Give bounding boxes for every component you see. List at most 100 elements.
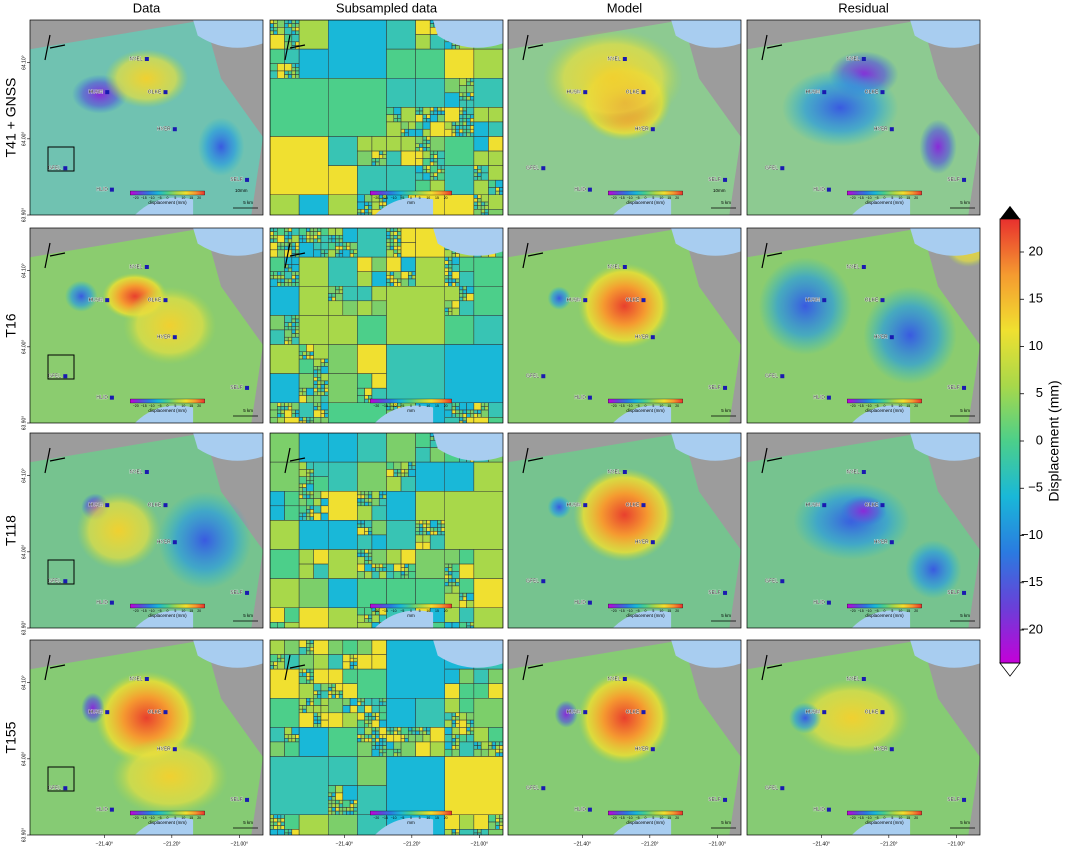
- quadtree-cell: [364, 552, 369, 558]
- station-marker: [541, 374, 546, 379]
- inset-tick-label: −10: [627, 816, 633, 820]
- quadtree-cell: [273, 271, 278, 276]
- quadtree-cell: [485, 220, 489, 224]
- quadtree-cell: [273, 27, 278, 32]
- colorbar-tick-label: 5: [1036, 385, 1043, 400]
- quadtree-cell: [459, 125, 464, 130]
- inset-tick-label: 5: [174, 816, 176, 820]
- quadtree-cell: [309, 476, 314, 481]
- quadtree-cell: [412, 217, 416, 221]
- panel-content: [270, 433, 503, 628]
- quadtree-cell: [466, 125, 471, 130]
- quadtree-cell: [488, 402, 503, 418]
- quadtree-cell: [273, 821, 278, 826]
- quadtree-cell: [342, 661, 351, 670]
- quadtree-cell: [328, 242, 336, 251]
- quadtree-cell: [473, 194, 478, 199]
- quadtree-cell: [466, 286, 475, 294]
- quadtree-cell: [306, 428, 310, 432]
- inset-tick-label: 5: [652, 196, 654, 200]
- station-label: SELF: [947, 177, 960, 183]
- quadtree-cell: [349, 657, 354, 663]
- quadtree-cell: [437, 165, 442, 170]
- inset-label: displacement (mm): [865, 200, 904, 205]
- deformation-blob: [793, 679, 911, 757]
- quadtree-cell: [335, 799, 340, 805]
- inset-tick-label: 20: [675, 816, 679, 820]
- lake: [671, 20, 741, 48]
- quadtree-cell: [346, 807, 351, 812]
- quadtree-cell: [422, 136, 427, 141]
- quadtree-cell: [368, 734, 373, 739]
- quadtree-cell: [302, 516, 307, 521]
- quadtree-cell: [408, 563, 416, 572]
- quadtree-cell: [342, 300, 358, 316]
- lake: [193, 20, 263, 48]
- quadtree-cell: [462, 296, 467, 302]
- quadtree-cell: [451, 406, 456, 411]
- station-marker: [163, 503, 168, 508]
- inset-colorbar: [847, 398, 922, 404]
- quadtree-cell: [404, 563, 409, 568]
- coast: [134, 197, 194, 215]
- quadtree-cell: [270, 654, 278, 663]
- deformation-blob: [919, 119, 957, 175]
- quadtree-cell: [400, 461, 409, 470]
- quadtree-cell: [335, 286, 340, 291]
- quadtree-cell: [495, 825, 500, 830]
- deformation-blob: [758, 257, 852, 355]
- quadtree-cell: [274, 837, 278, 841]
- quadtree-cell: [324, 409, 329, 414]
- quadtree-cell: [480, 194, 489, 203]
- inset-label: displacement (mm): [626, 820, 665, 825]
- quadtree-cell: [360, 701, 365, 706]
- quadtree-cell: [444, 417, 460, 423]
- station-label: NVEL: [130, 56, 143, 62]
- quadtree-cell: [386, 78, 416, 108]
- quadtree-cell: [287, 70, 293, 75]
- deformation-blob: [64, 280, 98, 312]
- quadtree-cell: [499, 814, 503, 819]
- quadtree-cell: [480, 741, 489, 750]
- quadtree-cell: [426, 531, 431, 536]
- station-marker: [962, 385, 967, 390]
- quadtree-cell: [313, 719, 318, 724]
- quadtree-cell: [274, 840, 278, 844]
- quadtree-cell: [378, 712, 387, 721]
- station-marker: [822, 298, 827, 303]
- quadtree-cell: [280, 402, 285, 407]
- quadtree-cell: [306, 476, 311, 481]
- quadtree-cell: [291, 235, 300, 243]
- inset-label: displacement (mm): [148, 200, 187, 205]
- quadtree-cell: [400, 242, 416, 258]
- quadtree-cell: [280, 413, 285, 418]
- quadtree-cell: [411, 727, 416, 732]
- quadtree-cell: [473, 205, 478, 210]
- station-label: NVEL: [608, 264, 621, 270]
- quadtree-cell: [328, 402, 387, 423]
- colorbar-tick-label: −15: [1021, 574, 1043, 589]
- quadtree-cell: [393, 461, 402, 470]
- quadtree-cell: [437, 172, 445, 181]
- lon-tick-label: −21.20°: [880, 841, 897, 847]
- quadtree-cell: [397, 238, 402, 243]
- quadtree-cell: [368, 220, 372, 224]
- panel-content: [508, 433, 741, 628]
- station-label: NVEL: [608, 56, 621, 62]
- quadtree-cell: [364, 531, 369, 536]
- quadtree-cell: [426, 727, 431, 732]
- quadtree-cell: [357, 315, 387, 345]
- quadtree-cell: [270, 829, 278, 835]
- quadtree-cell: [444, 121, 453, 130]
- quadtree-cell: [419, 531, 424, 536]
- colorbar: [999, 218, 1021, 664]
- quadtree-cell: [422, 534, 431, 543]
- quadtree-cell: [291, 249, 296, 254]
- quadtree-cell: [353, 807, 358, 812]
- quadtree-cell: [470, 428, 474, 432]
- quadtree-cell: [306, 235, 311, 240]
- quadtree-cell: [331, 690, 336, 695]
- quadtree-cell: [415, 447, 431, 463]
- colorbar-tick-label: 0: [1036, 432, 1043, 447]
- quadtree-cell: [328, 300, 344, 316]
